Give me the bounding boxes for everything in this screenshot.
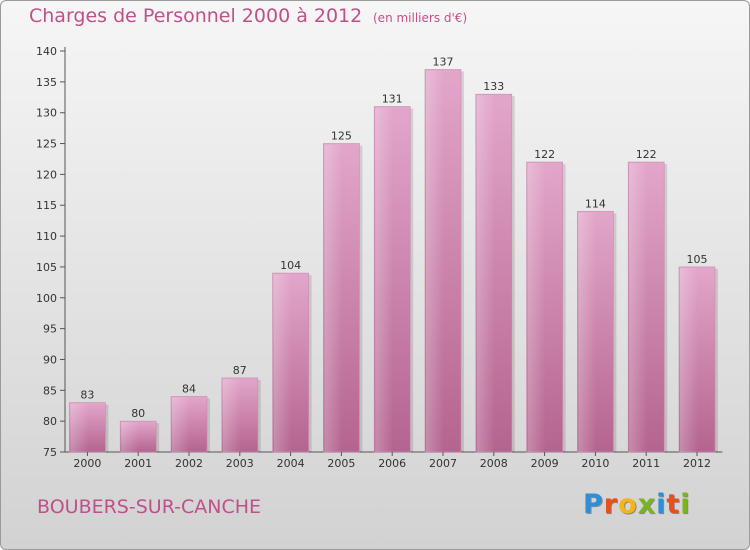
x-tick-label: 2004	[277, 457, 305, 470]
y-tick-label: 130	[36, 107, 57, 120]
y-tick-label: 110	[36, 230, 57, 243]
x-tick-label: 2008	[480, 457, 508, 470]
bar-value-label: 125	[331, 130, 352, 143]
chart-title: Charges de Personnel 2000 à 2012	[29, 5, 363, 27]
bar-highlight	[680, 267, 698, 452]
bar-value-label: 122	[534, 148, 555, 161]
x-tick-label: 2006	[378, 457, 406, 470]
bar-value-label: 137	[433, 56, 454, 69]
proxiti-logo[interactable]: Proxiti	[583, 489, 691, 520]
x-tick-label: 2011	[632, 457, 660, 470]
x-tick-label: 2010	[581, 457, 609, 470]
logo-letter: t	[666, 489, 681, 520]
bar-highlight	[222, 378, 241, 452]
bar-value-label: 80	[131, 407, 145, 420]
bar-value-label: 105	[687, 253, 708, 266]
bar-value-label: 122	[636, 148, 657, 161]
bar-value-label: 104	[280, 259, 301, 272]
y-tick-label: 100	[36, 292, 57, 305]
bar-highlight	[324, 144, 343, 453]
commune-name: BOUBERS-SUR-CANCHE	[37, 496, 262, 518]
bar-highlight	[629, 163, 648, 453]
logo-letter: x	[637, 489, 657, 520]
bar-highlight	[426, 70, 444, 452]
bar-highlight	[273, 274, 292, 452]
y-tick-label: 125	[36, 138, 57, 151]
logo-letter: r	[603, 489, 619, 520]
bar-highlight	[172, 397, 190, 452]
x-tick-label: 2003	[226, 457, 254, 470]
logo-letter: i	[680, 489, 691, 520]
y-tick-label: 105	[36, 261, 57, 274]
bar-value-label: 87	[233, 364, 247, 377]
bar-highlight	[375, 107, 394, 453]
bar-highlight	[121, 422, 140, 452]
logo-letter: P	[583, 489, 604, 520]
x-tick-label: 2009	[531, 457, 559, 470]
bar-highlight	[527, 163, 546, 453]
bar-highlight	[70, 403, 89, 452]
y-tick-label: 80	[43, 415, 57, 428]
x-tick-label: 2002	[175, 457, 203, 470]
chart-subtitle: (en milliers d'€)	[373, 11, 468, 25]
logo-letter: o	[618, 489, 638, 520]
bar-value-label: 84	[182, 382, 196, 395]
x-tick-label: 2000	[73, 457, 101, 470]
y-tick-label: 120	[36, 168, 57, 181]
x-tick-label: 2007	[429, 457, 457, 470]
y-tick-label: 140	[36, 45, 57, 58]
y-tick-label: 115	[36, 199, 57, 212]
bar-value-label: 133	[483, 80, 504, 93]
y-tick-label: 75	[43, 446, 57, 459]
y-tick-label: 135	[36, 76, 57, 89]
y-tick-label: 90	[43, 353, 57, 366]
x-tick-label: 2012	[683, 457, 711, 470]
bar-highlight	[578, 212, 597, 452]
y-tick-label: 95	[43, 323, 57, 336]
y-tick-label: 85	[43, 384, 57, 397]
bar-value-label: 83	[80, 389, 94, 402]
x-tick-label: 2001	[124, 457, 152, 470]
x-tick-label: 2005	[327, 457, 355, 470]
bar-highlight	[476, 95, 495, 452]
bar-value-label: 131	[382, 93, 403, 106]
bar-value-label: 114	[585, 197, 606, 210]
logo-letter: i	[656, 489, 667, 520]
